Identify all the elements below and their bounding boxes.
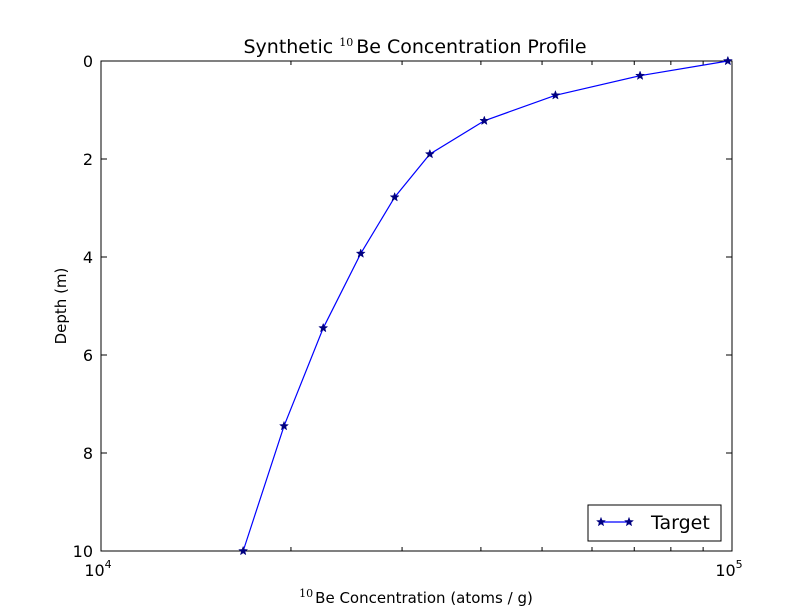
legend-box bbox=[587, 504, 722, 542]
x-axis-label-text: Be Concentration (atoms / g) bbox=[315, 589, 533, 607]
title-superscript: 10 bbox=[339, 36, 353, 49]
chart-title: Synthetic 10 Be Concentration Profile bbox=[243, 36, 586, 58]
legend: Target bbox=[587, 504, 722, 542]
data-point bbox=[389, 191, 400, 202]
title-prefix: Synthetic bbox=[243, 36, 339, 58]
y-tick-label: 2 bbox=[83, 150, 93, 169]
legend-marker bbox=[623, 516, 635, 527]
data-point bbox=[550, 89, 561, 100]
data-point bbox=[722, 55, 733, 66]
x-axis-ticks: 104 105 bbox=[84, 61, 743, 580]
data-point bbox=[355, 248, 366, 258]
legend-marker bbox=[595, 516, 607, 527]
x-axis-label: 10 Be Concentration (atoms / g) bbox=[299, 587, 533, 607]
data-point bbox=[318, 322, 329, 333]
y-axis-ticks: 0 2 4 6 8 10 bbox=[73, 52, 732, 561]
data-point bbox=[479, 115, 490, 126]
series-line-target bbox=[242, 60, 728, 552]
x-tick-label: 104 bbox=[84, 558, 111, 580]
y-tick-label: 8 bbox=[83, 444, 93, 463]
data-point bbox=[238, 545, 249, 556]
title-suffix: Be Concentration Profile bbox=[356, 36, 586, 58]
y-tick-label: 4 bbox=[83, 248, 93, 267]
y-tick-label: 6 bbox=[83, 346, 93, 365]
legend-label-target: Target bbox=[650, 512, 710, 534]
y-axis-label: Depth (m) bbox=[52, 268, 70, 345]
plot-area bbox=[100, 60, 733, 552]
data-point bbox=[278, 420, 290, 431]
y-tick-label: 10 bbox=[73, 542, 93, 561]
data-point bbox=[635, 70, 646, 80]
x-axis-label-superscript: 10 bbox=[299, 587, 313, 600]
y-tick-label: 0 bbox=[83, 52, 93, 71]
series-layer bbox=[238, 55, 733, 556]
x-tick-label: 105 bbox=[715, 558, 742, 580]
data-point bbox=[424, 148, 435, 159]
